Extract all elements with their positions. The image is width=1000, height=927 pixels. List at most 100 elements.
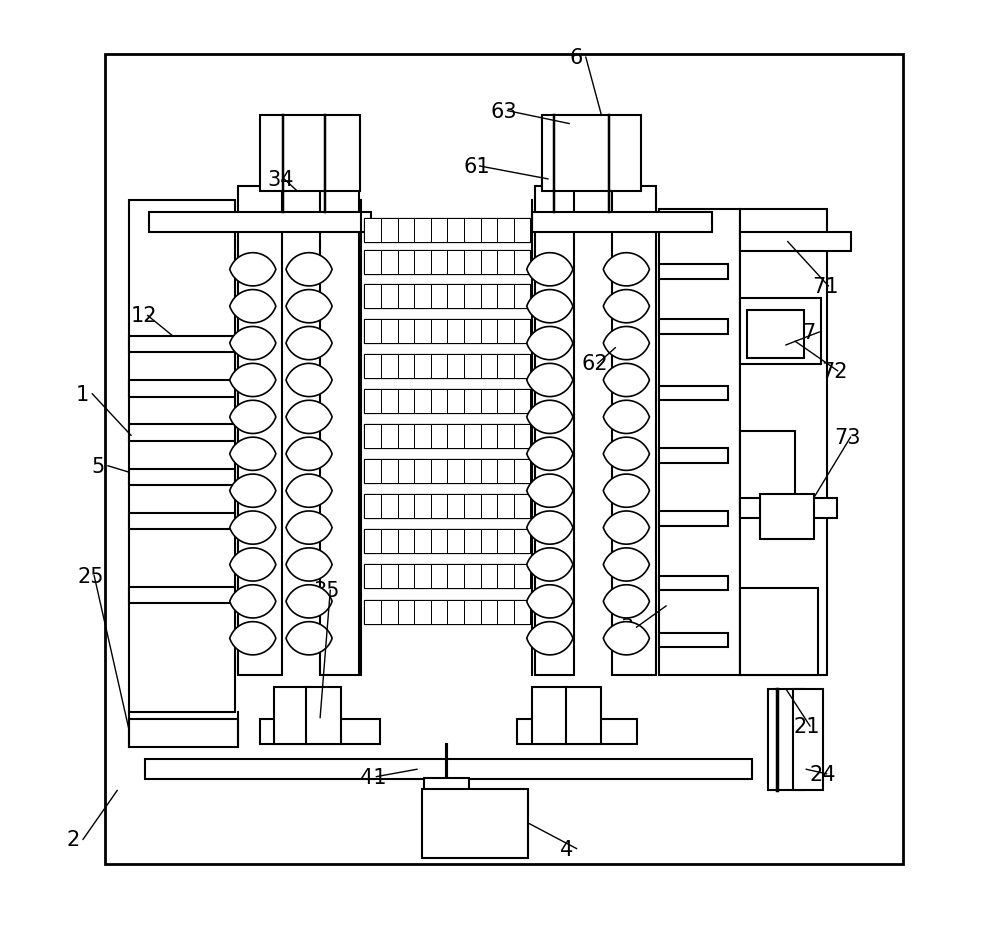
- Bar: [514, 565, 530, 589]
- Bar: [659, 387, 728, 400]
- Text: 25: 25: [78, 565, 104, 586]
- Bar: [532, 213, 712, 233]
- Bar: [364, 495, 530, 519]
- Bar: [481, 600, 497, 624]
- Bar: [129, 381, 235, 397]
- Bar: [260, 718, 380, 744]
- Bar: [481, 219, 497, 242]
- Bar: [431, 285, 447, 309]
- Bar: [497, 320, 514, 344]
- Bar: [447, 389, 464, 413]
- Polygon shape: [603, 548, 649, 581]
- Bar: [364, 425, 381, 449]
- Bar: [381, 460, 398, 484]
- Bar: [414, 495, 431, 519]
- Bar: [740, 431, 795, 510]
- Bar: [381, 250, 398, 274]
- Bar: [447, 565, 464, 589]
- Polygon shape: [286, 400, 332, 434]
- Bar: [381, 355, 398, 379]
- Polygon shape: [230, 400, 276, 434]
- Bar: [320, 187, 359, 676]
- Bar: [431, 530, 447, 553]
- Polygon shape: [230, 438, 276, 471]
- Text: 35: 35: [314, 580, 340, 601]
- Bar: [497, 355, 514, 379]
- Bar: [566, 688, 601, 744]
- Bar: [481, 320, 497, 344]
- Polygon shape: [527, 475, 573, 508]
- Bar: [464, 425, 481, 449]
- Text: 72: 72: [821, 362, 848, 381]
- Polygon shape: [527, 512, 573, 544]
- Bar: [431, 219, 447, 242]
- Bar: [431, 495, 447, 519]
- Polygon shape: [527, 327, 573, 361]
- Polygon shape: [286, 327, 332, 361]
- Bar: [447, 219, 464, 242]
- Bar: [260, 116, 360, 192]
- Bar: [740, 210, 827, 676]
- Bar: [364, 565, 381, 589]
- Bar: [398, 285, 414, 309]
- Bar: [497, 425, 514, 449]
- Bar: [364, 355, 381, 379]
- Bar: [414, 250, 431, 274]
- Bar: [497, 600, 514, 624]
- Bar: [517, 718, 637, 744]
- Text: 7: 7: [803, 323, 816, 343]
- Bar: [381, 219, 398, 242]
- Bar: [447, 355, 464, 379]
- Polygon shape: [286, 438, 332, 471]
- Bar: [464, 320, 481, 344]
- Bar: [364, 425, 530, 449]
- Bar: [381, 425, 398, 449]
- Text: 4: 4: [560, 839, 573, 858]
- Bar: [398, 530, 414, 553]
- Polygon shape: [230, 512, 276, 544]
- Bar: [464, 219, 481, 242]
- Polygon shape: [527, 585, 573, 618]
- Bar: [497, 219, 514, 242]
- Polygon shape: [527, 438, 573, 471]
- Text: 24: 24: [810, 764, 836, 784]
- Bar: [129, 425, 235, 441]
- Polygon shape: [603, 512, 649, 544]
- Bar: [514, 600, 530, 624]
- Bar: [398, 250, 414, 274]
- Bar: [414, 600, 431, 624]
- Bar: [274, 688, 309, 744]
- Bar: [514, 219, 530, 242]
- Bar: [768, 690, 804, 791]
- Bar: [514, 355, 530, 379]
- Polygon shape: [603, 364, 649, 397]
- Bar: [464, 495, 481, 519]
- Polygon shape: [527, 548, 573, 581]
- Bar: [532, 688, 567, 744]
- Bar: [398, 600, 414, 624]
- Bar: [431, 355, 447, 379]
- Polygon shape: [230, 253, 276, 286]
- Polygon shape: [603, 253, 649, 286]
- Text: 2: 2: [66, 830, 80, 849]
- Bar: [481, 460, 497, 484]
- Bar: [740, 298, 821, 365]
- Polygon shape: [230, 475, 276, 508]
- Bar: [129, 587, 235, 603]
- Bar: [364, 219, 381, 242]
- Bar: [464, 355, 481, 379]
- Bar: [447, 460, 464, 484]
- Bar: [514, 250, 530, 274]
- Bar: [364, 495, 381, 519]
- Polygon shape: [286, 585, 332, 618]
- Bar: [364, 530, 530, 553]
- Polygon shape: [603, 290, 649, 324]
- Bar: [431, 600, 447, 624]
- Bar: [481, 250, 497, 274]
- Bar: [464, 600, 481, 624]
- Bar: [364, 460, 381, 484]
- Bar: [497, 460, 514, 484]
- Bar: [431, 250, 447, 274]
- Bar: [364, 320, 381, 344]
- Polygon shape: [230, 290, 276, 324]
